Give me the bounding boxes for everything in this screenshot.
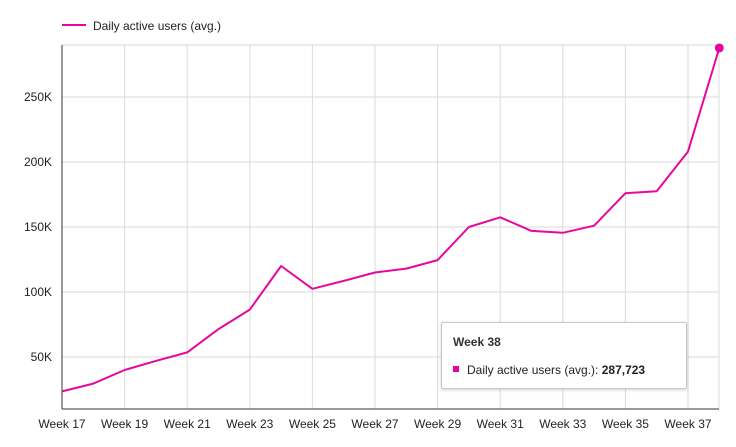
x-tick-label: Week 37 bbox=[664, 417, 711, 431]
data-point[interactable] bbox=[309, 286, 315, 292]
data-point[interactable] bbox=[466, 224, 472, 230]
series-line-daily-active-users bbox=[61, 47, 721, 393]
y-tick-label: 100K bbox=[24, 285, 52, 299]
legend[interactable]: Daily active users (avg.) bbox=[62, 19, 221, 33]
tooltip-series-swatch bbox=[453, 366, 459, 372]
y-tick-label: 200K bbox=[24, 155, 52, 169]
data-point[interactable] bbox=[403, 266, 409, 272]
data-point[interactable] bbox=[560, 230, 566, 236]
data-point[interactable] bbox=[685, 149, 691, 155]
data-point[interactable] bbox=[622, 190, 628, 196]
x-tick-label: Week 27 bbox=[351, 417, 398, 431]
x-tick-label: Week 17 bbox=[38, 417, 85, 431]
data-point[interactable] bbox=[591, 223, 597, 229]
x-tick-label: Week 23 bbox=[226, 417, 273, 431]
y-tick-label: 250K bbox=[24, 90, 52, 104]
data-point[interactable] bbox=[654, 188, 660, 194]
data-point[interactable] bbox=[435, 257, 441, 263]
x-tick-label: Week 29 bbox=[414, 417, 461, 431]
data-point[interactable] bbox=[216, 326, 222, 332]
y-tick-label: 150K bbox=[24, 220, 52, 234]
legend-label: Daily active users (avg.) bbox=[93, 19, 221, 33]
x-tick-label: Week 33 bbox=[539, 417, 586, 431]
data-point[interactable] bbox=[497, 214, 503, 220]
data-point[interactable] bbox=[122, 367, 128, 373]
data-point[interactable] bbox=[278, 263, 284, 269]
data-point[interactable] bbox=[247, 307, 253, 313]
x-tick-label: Week 25 bbox=[289, 417, 336, 431]
x-tick-label: Week 21 bbox=[164, 417, 211, 431]
highlighted-data-point[interactable] bbox=[714, 43, 724, 53]
data-point[interactable] bbox=[529, 228, 535, 234]
axes bbox=[61, 45, 719, 410]
tooltip-row: Daily active users (avg.): 287,723 bbox=[453, 363, 645, 377]
series-line-layer bbox=[61, 47, 721, 393]
tooltip-title: Week 38 bbox=[453, 335, 501, 349]
tooltip-value: 287,723 bbox=[601, 363, 646, 377]
data-point[interactable] bbox=[90, 381, 96, 387]
hover-tooltip: Week 38 Daily active users (avg.): 287,7… bbox=[441, 322, 687, 389]
x-axis-tick-labels: Week 17 Week 19 Week 21 Week 23 Week 25 Week … bbox=[38, 417, 711, 431]
data-point[interactable] bbox=[372, 270, 378, 276]
data-point[interactable] bbox=[184, 349, 190, 355]
y-tick-label: 50K bbox=[31, 350, 52, 364]
data-point[interactable] bbox=[153, 358, 159, 364]
data-point[interactable] bbox=[341, 278, 347, 284]
x-tick-label: Week 19 bbox=[101, 417, 148, 431]
x-tick-label: Week 35 bbox=[602, 417, 649, 431]
tooltip-series-label: Daily active users (avg.): bbox=[467, 363, 602, 377]
y-axis-tick-labels: 50K 100K 150K 200K 250K bbox=[24, 90, 52, 364]
data-points[interactable] bbox=[59, 43, 724, 394]
x-tick-label: Week 31 bbox=[477, 417, 524, 431]
data-point[interactable] bbox=[59, 388, 65, 394]
